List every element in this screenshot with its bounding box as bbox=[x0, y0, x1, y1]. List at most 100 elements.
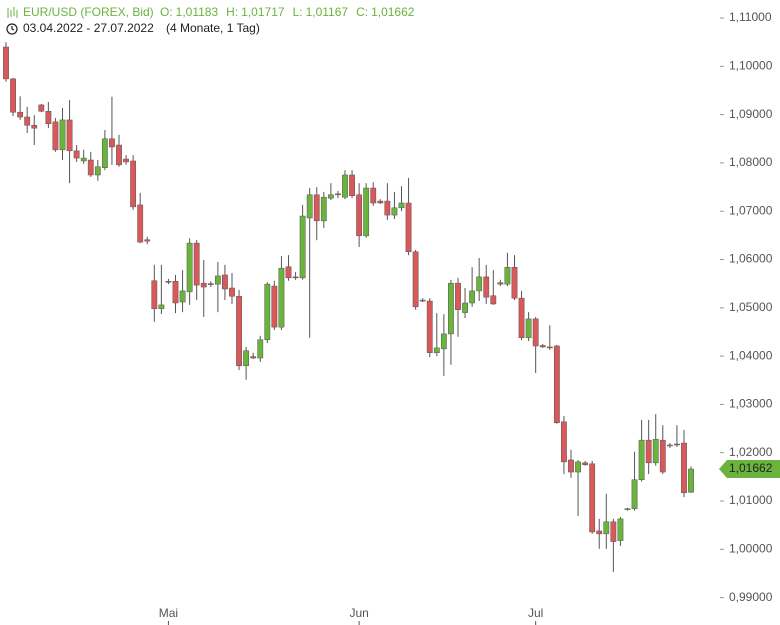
candle-body bbox=[24, 116, 31, 126]
candle-body bbox=[73, 150, 80, 159]
header-value: 1,01183 bbox=[176, 5, 219, 19]
candle-body bbox=[207, 283, 214, 285]
candle-body bbox=[377, 200, 384, 204]
candle-body bbox=[165, 280, 172, 283]
candle-body bbox=[363, 187, 370, 237]
candle-body bbox=[681, 442, 687, 494]
y-tick-label: 1,01000 bbox=[729, 493, 773, 507]
candle-body bbox=[320, 196, 327, 222]
y-tick-label: 1,09000 bbox=[729, 107, 773, 121]
candle-body bbox=[349, 174, 355, 197]
candle-body bbox=[236, 295, 242, 367]
y-tick-label: 1,11000 bbox=[729, 10, 772, 24]
candle-body bbox=[179, 290, 186, 303]
last-price-tag bbox=[719, 460, 780, 479]
candle-body bbox=[356, 194, 363, 237]
candle-body bbox=[200, 282, 207, 288]
clock-icon bbox=[6, 23, 18, 35]
header-value: 1,01662 bbox=[371, 5, 415, 19]
candle-body bbox=[299, 215, 306, 279]
candle-body bbox=[130, 160, 137, 208]
candle-body bbox=[193, 242, 200, 286]
candle-body bbox=[313, 194, 320, 222]
candle-body bbox=[123, 158, 129, 163]
candle-body bbox=[405, 202, 412, 253]
candle-body bbox=[264, 283, 271, 340]
candle-body bbox=[52, 121, 59, 151]
candle-body bbox=[666, 444, 673, 447]
header-label: H: bbox=[226, 5, 238, 19]
y-tick-label: 1,00000 bbox=[729, 541, 773, 555]
candle-body bbox=[370, 187, 377, 204]
candle-body bbox=[504, 266, 511, 285]
candle-body bbox=[158, 304, 165, 310]
candle-body bbox=[292, 276, 299, 279]
chart-icon bbox=[7, 7, 18, 18]
date-range: 03.04.2022 - 27.07.2022 bbox=[23, 21, 154, 35]
candle-body bbox=[518, 297, 525, 339]
x-tick-label: Jul bbox=[528, 606, 543, 620]
candle-body bbox=[250, 356, 257, 359]
candle-body bbox=[440, 333, 447, 350]
candle-body bbox=[271, 285, 278, 328]
candle-body bbox=[384, 200, 391, 216]
candle-body bbox=[412, 251, 419, 308]
y-tick-label: 1,05000 bbox=[729, 300, 773, 314]
candle-body bbox=[525, 318, 532, 339]
candle-body bbox=[652, 438, 659, 464]
candle-body bbox=[38, 104, 45, 112]
candle-body bbox=[17, 111, 24, 118]
y-tick-label: 1,07000 bbox=[729, 203, 773, 217]
candle-body bbox=[490, 295, 497, 305]
candle-body bbox=[137, 204, 144, 243]
candle-body bbox=[186, 242, 193, 293]
candle-body bbox=[659, 439, 666, 473]
candle-body bbox=[419, 299, 426, 302]
candle-body bbox=[561, 421, 567, 463]
candle-body bbox=[638, 439, 645, 481]
candle-body bbox=[94, 166, 101, 176]
candle-body bbox=[617, 518, 624, 541]
candle-body bbox=[497, 282, 504, 285]
candle-body bbox=[306, 194, 313, 219]
candle-body bbox=[426, 300, 433, 353]
candle-body bbox=[31, 124, 38, 129]
candle-body bbox=[568, 459, 574, 473]
header-value: 1,01167 bbox=[306, 5, 349, 19]
duration: (4 Monate, 1 Tag) bbox=[166, 21, 260, 35]
y-tick-label: 1,03000 bbox=[729, 397, 773, 411]
candle-body bbox=[172, 280, 179, 304]
candle-body bbox=[546, 346, 553, 349]
candle-body bbox=[391, 207, 398, 216]
x-tick-label: Mai bbox=[159, 606, 178, 620]
candle-body bbox=[645, 439, 652, 464]
candle-body bbox=[45, 110, 52, 125]
y-tick-label: 1,02000 bbox=[729, 445, 773, 459]
candle-body bbox=[327, 194, 334, 199]
candle-body bbox=[455, 282, 461, 310]
candle-body bbox=[476, 276, 483, 292]
header-label: C: bbox=[356, 5, 368, 19]
candle-body bbox=[285, 266, 292, 279]
candle-body bbox=[589, 463, 596, 533]
candle-body bbox=[575, 461, 581, 473]
candle-body bbox=[3, 46, 9, 80]
candle-body bbox=[624, 508, 631, 510]
candle-body bbox=[214, 275, 221, 285]
candle-body bbox=[87, 159, 94, 176]
header-value: 1,01717 bbox=[241, 5, 285, 19]
candle-body bbox=[222, 274, 228, 290]
candle-body bbox=[80, 157, 87, 162]
candle-body bbox=[144, 239, 151, 242]
candle-body bbox=[243, 350, 250, 367]
candle-body bbox=[433, 347, 440, 353]
y-tick-label: 1,08000 bbox=[729, 155, 773, 169]
candle-body bbox=[66, 119, 73, 152]
candle-body bbox=[462, 302, 468, 313]
y-tick-label: 1,04000 bbox=[729, 348, 773, 362]
candle-body bbox=[674, 443, 680, 446]
header-label: L: bbox=[293, 5, 303, 19]
candle-body bbox=[610, 521, 617, 542]
candle-body bbox=[101, 138, 108, 168]
candle-body bbox=[582, 462, 589, 466]
